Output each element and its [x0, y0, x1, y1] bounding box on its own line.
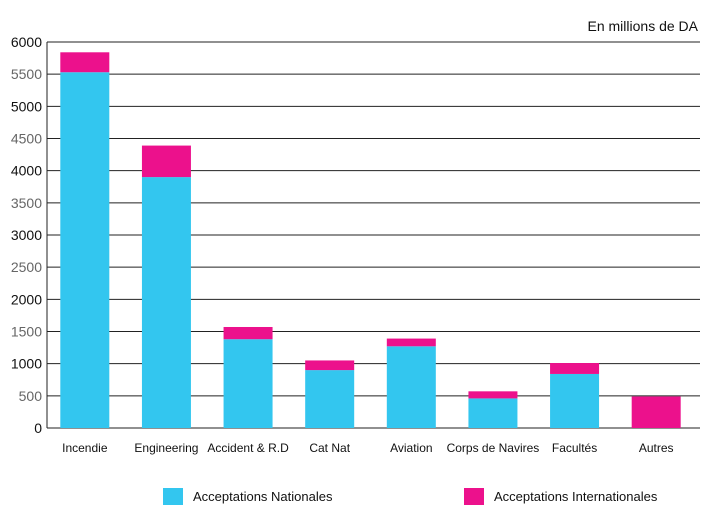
- bar-internationales: [468, 391, 518, 399]
- bar-nationales: [305, 370, 355, 428]
- legend-swatch-nationales: [163, 488, 183, 505]
- x-tick-label: Cat Nat: [309, 441, 350, 455]
- stacked-bar-chart: 0 500 1000 1500 2000 2500 3000 3500 4000 4500 5000…: [11, 34, 700, 455]
- bar-internationales: [631, 396, 681, 428]
- legend-item-internationales: Acceptations Internationales: [464, 488, 657, 505]
- bar-nationales: [141, 177, 191, 428]
- legend-item-nationales: Acceptations Nationales: [163, 488, 332, 505]
- y-tick-label: 4000: [11, 163, 42, 179]
- legend-label-internationales: Acceptations Internationales: [494, 489, 658, 504]
- y-tick-label: 6000: [11, 34, 42, 50]
- bar-internationales: [141, 145, 191, 178]
- y-tick-label: 2000: [11, 291, 42, 307]
- bar-nationales: [550, 373, 600, 428]
- bar-nationales: [60, 72, 110, 428]
- y-tick-label: 4500: [11, 131, 42, 147]
- bar-internationales: [305, 360, 355, 371]
- bar-nationales: [223, 339, 273, 428]
- y-tick-label: 3500: [11, 195, 42, 211]
- y-tick-label: 1500: [11, 324, 42, 340]
- legend-label-nationales: Acceptations Nationales: [193, 489, 333, 504]
- bar-internationales: [223, 326, 273, 340]
- x-tick-label: Aviation: [390, 441, 432, 455]
- bar-nationales: [468, 398, 518, 428]
- y-tick-label: 2500: [11, 259, 42, 275]
- bar-internationales: [550, 363, 600, 374]
- x-tick-label: Accident & R.D: [207, 441, 289, 455]
- y-tick-label: 5500: [11, 66, 42, 82]
- legend-swatch-internationales: [464, 488, 484, 505]
- x-tick-label: Incendie: [62, 441, 108, 455]
- x-tick-label: Engineering: [134, 441, 198, 455]
- y-tick-label: 1000: [11, 356, 42, 372]
- x-tick-label: Facultés: [552, 441, 597, 455]
- x-tick-label: Autres: [639, 441, 674, 455]
- y-tick-label: 0: [34, 420, 42, 436]
- x-tick-label: Corps de Navires: [447, 441, 540, 455]
- bar-internationales: [60, 52, 110, 73]
- y-tick-label: 500: [19, 388, 43, 404]
- unit-label: En millions de DA: [587, 18, 699, 34]
- y-tick-label: 3000: [11, 227, 42, 243]
- bar-internationales: [386, 338, 436, 347]
- bar-nationales: [386, 346, 436, 428]
- y-tick-label: 5000: [11, 98, 42, 114]
